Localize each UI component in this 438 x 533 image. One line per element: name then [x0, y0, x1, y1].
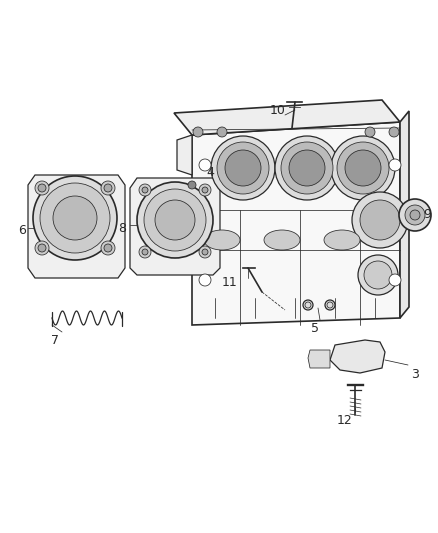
Text: 3: 3: [411, 368, 419, 382]
Circle shape: [33, 176, 117, 260]
Circle shape: [365, 127, 375, 137]
Text: 12: 12: [337, 414, 353, 426]
Circle shape: [303, 300, 313, 310]
Circle shape: [364, 261, 392, 289]
Circle shape: [337, 142, 389, 194]
Circle shape: [225, 150, 261, 186]
Circle shape: [410, 210, 420, 220]
Circle shape: [281, 142, 333, 194]
Ellipse shape: [204, 230, 240, 250]
Circle shape: [352, 192, 408, 248]
Circle shape: [275, 136, 339, 200]
Circle shape: [345, 150, 381, 186]
Circle shape: [389, 159, 401, 171]
Circle shape: [405, 205, 425, 225]
Circle shape: [35, 181, 49, 195]
Circle shape: [38, 244, 46, 252]
Circle shape: [142, 187, 148, 193]
Polygon shape: [192, 122, 400, 325]
Text: 7: 7: [51, 334, 59, 346]
Circle shape: [199, 274, 211, 286]
Circle shape: [211, 136, 275, 200]
Text: 9: 9: [423, 208, 431, 222]
Polygon shape: [308, 350, 330, 368]
Circle shape: [53, 196, 97, 240]
Circle shape: [217, 127, 227, 137]
Circle shape: [35, 241, 49, 255]
Circle shape: [193, 127, 203, 137]
Polygon shape: [28, 175, 125, 278]
Circle shape: [139, 184, 151, 196]
Circle shape: [40, 183, 110, 253]
Polygon shape: [130, 178, 220, 275]
Text: 5: 5: [311, 321, 319, 335]
Polygon shape: [177, 135, 192, 175]
Text: 10: 10: [270, 103, 286, 117]
Circle shape: [289, 150, 325, 186]
Circle shape: [139, 246, 151, 258]
Circle shape: [202, 187, 208, 193]
Circle shape: [202, 249, 208, 255]
Circle shape: [217, 142, 269, 194]
Circle shape: [358, 255, 398, 295]
Circle shape: [144, 189, 206, 251]
Text: 11: 11: [222, 276, 238, 288]
Circle shape: [101, 241, 115, 255]
Circle shape: [399, 199, 431, 231]
Circle shape: [137, 182, 213, 258]
Circle shape: [104, 244, 112, 252]
Circle shape: [331, 136, 395, 200]
Polygon shape: [330, 340, 385, 373]
Circle shape: [360, 200, 400, 240]
Polygon shape: [174, 100, 400, 135]
Polygon shape: [400, 111, 409, 318]
Circle shape: [199, 246, 211, 258]
Circle shape: [38, 184, 46, 192]
Circle shape: [104, 184, 112, 192]
Circle shape: [325, 300, 335, 310]
Circle shape: [101, 181, 115, 195]
Circle shape: [389, 127, 399, 137]
Text: 4: 4: [206, 166, 214, 179]
Ellipse shape: [264, 230, 300, 250]
Text: 6: 6: [18, 223, 26, 237]
Circle shape: [155, 200, 195, 240]
Text: 8: 8: [118, 222, 126, 235]
Ellipse shape: [324, 230, 360, 250]
Circle shape: [199, 159, 211, 171]
Circle shape: [188, 181, 196, 189]
Circle shape: [142, 249, 148, 255]
Circle shape: [199, 184, 211, 196]
Circle shape: [389, 274, 401, 286]
